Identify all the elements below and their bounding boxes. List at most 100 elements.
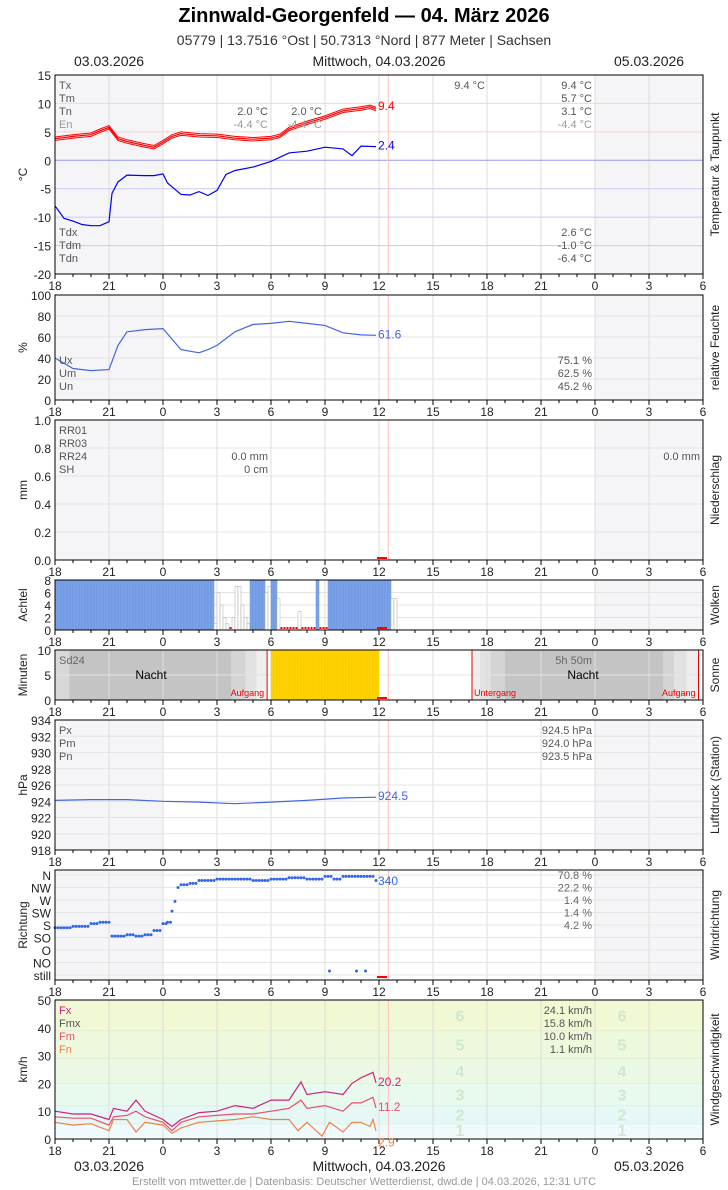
beaufort-label: 6 — [456, 1008, 465, 1025]
cloud-bar — [132, 579, 137, 631]
sunshine-bar — [270, 649, 275, 701]
x-tick-label: 21 — [534, 1144, 548, 1158]
panel-wind: km/h Windgeschwindigkeit — [16, 999, 722, 1144]
missing-marker — [377, 697, 387, 699]
x-tick-label: 0 — [160, 565, 167, 579]
cloud-bar — [378, 579, 383, 631]
x-tick-label: 21 — [534, 705, 548, 719]
stat-value: 1.1 km/h — [550, 1044, 592, 1056]
cloud-bar — [144, 579, 149, 631]
cloud-bar — [327, 579, 332, 631]
x-tick-label: 3 — [646, 279, 653, 293]
direction-point — [275, 877, 279, 881]
cloud-bar — [57, 579, 62, 631]
direction-point — [131, 933, 135, 937]
cloud-bar — [216, 592, 221, 631]
direction-point — [266, 879, 270, 883]
x-tick-label: 12 — [372, 279, 386, 293]
plot-frame — [54, 719, 704, 851]
beaufort-label: 3 — [618, 1088, 627, 1105]
cloud-bar — [126, 579, 131, 631]
direction-point — [155, 929, 159, 933]
cloud-bar — [351, 579, 356, 631]
cloud-bar — [201, 579, 206, 631]
direction-point — [161, 922, 165, 926]
cloud-bar — [177, 579, 182, 631]
panel-title: Windrichtung — [708, 890, 722, 960]
x-tick-label: 12 — [372, 985, 386, 999]
panel-title: Sonne — [708, 657, 722, 692]
stat-label-tm: Tm — [59, 93, 75, 105]
cloud-bar — [330, 579, 335, 631]
direction-point — [98, 920, 102, 924]
x-tick-label: 3 — [214, 855, 221, 869]
x-tick-label: 18 — [48, 565, 62, 579]
x-tick-label: 6 — [268, 279, 275, 293]
x-tick-label: 15 — [426, 1144, 440, 1158]
direction-point — [95, 922, 99, 926]
y-axis-label: Richtung — [16, 901, 30, 948]
direction-point — [308, 877, 312, 881]
y-tick-label: 0.8 — [34, 442, 51, 456]
x-tick-label: 18 — [480, 705, 494, 719]
footer-credits: Erstellt von mtwetter.de | Datenbasis: D… — [131, 1176, 597, 1188]
day-length-label: 5h 50m — [555, 655, 592, 667]
direction-point — [260, 879, 264, 883]
cloud-bar — [231, 617, 236, 631]
direction-point — [368, 874, 372, 878]
sunshine-bar — [339, 649, 344, 701]
x-tick-label: 18 — [480, 405, 494, 419]
y-category-label: NO — [33, 957, 51, 971]
y-category-label: S — [43, 919, 51, 933]
direction-point — [185, 883, 189, 887]
x-tick-label: 0 — [160, 635, 167, 649]
sunshine-bar — [327, 649, 332, 701]
stat-value: 24.1 km/h — [544, 1005, 592, 1017]
x-tick-label: 6 — [268, 1144, 275, 1158]
direction-point — [191, 881, 195, 885]
stat-label-tdm: Tdm — [59, 240, 81, 252]
direction-point — [128, 933, 132, 937]
stat-label-tdx: Tdx — [59, 227, 78, 239]
cloud-bar — [270, 579, 275, 631]
x-tick-label: 21 — [534, 635, 548, 649]
x-tick-label: 6 — [700, 405, 707, 419]
cloud-bar — [162, 579, 167, 631]
x-tick-label: 15 — [426, 405, 440, 419]
direction-point — [326, 874, 330, 878]
dewpoint-line — [54, 145, 377, 227]
direction-point — [173, 899, 177, 903]
date-left-bottom: 03.03.2026 — [74, 1158, 145, 1174]
y-tick-label: 10 — [38, 97, 52, 111]
y-tick-label: 928 — [31, 763, 51, 777]
sunshine-bar — [282, 649, 287, 701]
stat-value: 45.2 % — [558, 381, 592, 393]
x-tick-label: 18 — [480, 279, 494, 293]
stat-label-un: Un — [59, 381, 73, 393]
date-right-bottom: 05.03.2026 — [614, 1158, 685, 1174]
beaufort-label: 2 — [456, 1108, 465, 1125]
stat-value: -4.4 °C — [558, 119, 592, 131]
direction-point — [323, 874, 327, 878]
no-cloud-marker — [292, 627, 295, 629]
x-tick-label: 21 — [102, 565, 116, 579]
stat-value: 2.6 °C — [561, 227, 592, 239]
cloud-bar — [258, 579, 263, 631]
x-tick-label: 21 — [102, 279, 116, 293]
direction-point — [335, 877, 339, 881]
sunshine-bar — [333, 649, 338, 701]
y-axis-label: Achtel — [16, 588, 30, 621]
x-tick-label: 3 — [214, 405, 221, 419]
y-tick-label: 934 — [31, 714, 51, 728]
cloud-bar — [102, 579, 107, 631]
stat-label-px: Px — [59, 725, 72, 737]
direction-point — [209, 879, 213, 883]
end-value-label: 61.6 — [378, 327, 402, 341]
cloud-bar — [147, 579, 152, 631]
direction-point — [362, 874, 366, 878]
end-value-label: 11.2 — [378, 1100, 401, 1114]
sunshine-bar — [294, 649, 299, 701]
cloud-bar — [117, 579, 122, 631]
direction-point — [212, 879, 216, 883]
